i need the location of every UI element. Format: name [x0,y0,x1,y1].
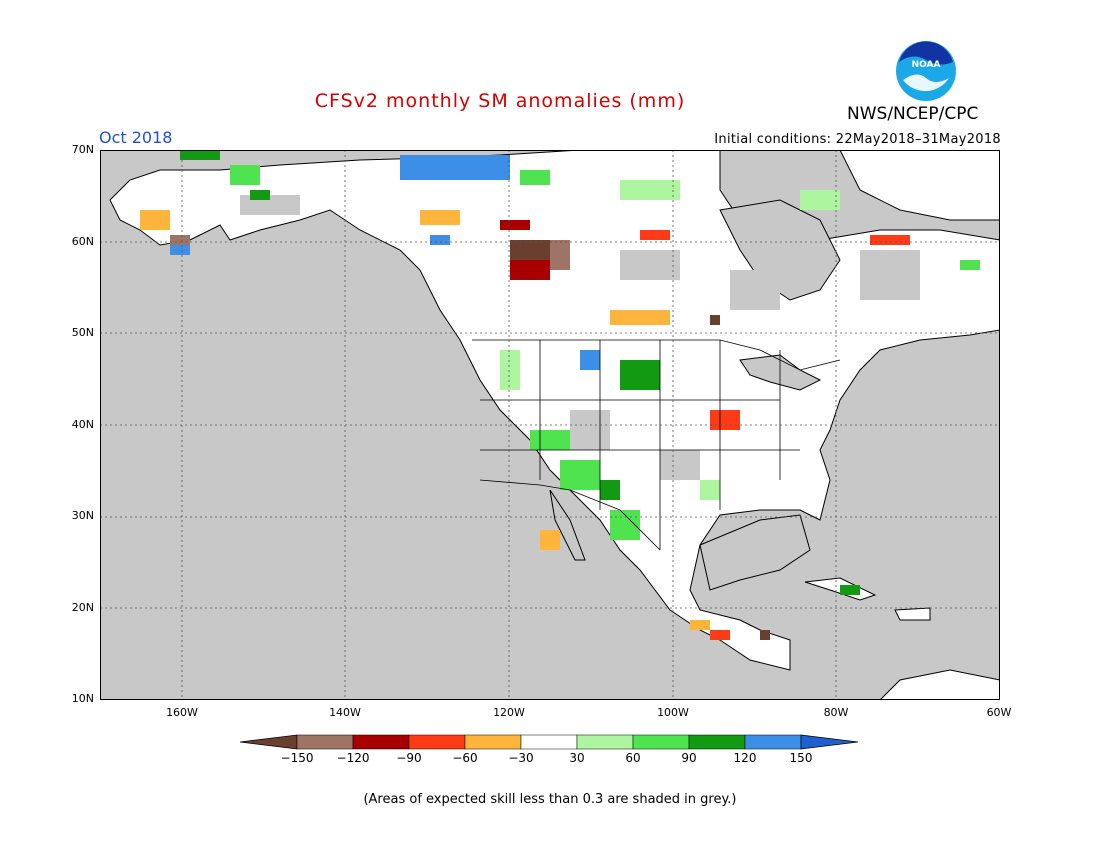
colorbar-label: −90 [396,751,422,765]
initial-conditions: Initial conditions: 22May2018–31May2018 [714,132,1001,147]
lat-tick-50n: 50N [71,326,94,339]
greenland [839,150,1000,221]
colorbar-label: 150 [789,751,813,765]
lat-tick-20n: 20N [71,601,94,614]
lon-tick-60w: 60W [986,706,1012,719]
colorbar-label: −120 [336,751,370,765]
lon-tick-160w: 160W [166,706,198,719]
us-canada-border [472,339,841,371]
graticule [100,150,1000,700]
colorbar-label: 60 [625,751,641,765]
anomaly-cells [140,150,980,640]
hudson-bay [719,199,841,301]
lat-tick-60n: 60N [71,235,94,248]
gulf-of-california [549,489,586,561]
anomaly-map [100,150,1000,700]
valid-month: Oct 2018 [99,128,173,147]
lat-tick-40n: 40N [71,418,94,431]
agency-label: NWS/NCEP/CPC [847,104,979,124]
colorbar-lower-arrow [240,734,298,750]
lat-tick-30n: 30N [71,509,94,522]
inland-water [549,199,841,591]
colorbar-label: 90 [681,751,697,765]
colorbar [240,734,859,750]
svg-text:NOAA: NOAA [912,60,941,70]
lat-tick-10n: 10N [71,692,94,705]
colorbar-label: −60 [452,751,478,765]
us-mexico-border [479,479,661,551]
colorbar-label: 30 [569,751,585,765]
south-america-edge [879,669,1000,700]
lon-tick-100w: 100W [657,706,689,719]
colorbar-label: −150 [280,751,314,765]
lon-tick-120w: 120W [493,706,525,719]
colorbar-upper-arrow [800,734,859,750]
lon-tick-140w: 140W [329,706,361,719]
noaa-logo: NOAA [896,41,956,101]
colorbar-label: 120 [733,751,757,765]
lat-tick-70n: 70N [71,143,94,156]
lon-tick-80w: 80W [823,706,849,719]
colorbar-label: −30 [508,751,534,765]
hispaniola [894,607,931,621]
gulf-of-mexico [699,514,811,591]
skill-footnote: (Areas of expected skill less than 0.3 a… [363,792,737,807]
map-title: CFSv2 monthly SM anomalies (mm) [314,90,686,112]
